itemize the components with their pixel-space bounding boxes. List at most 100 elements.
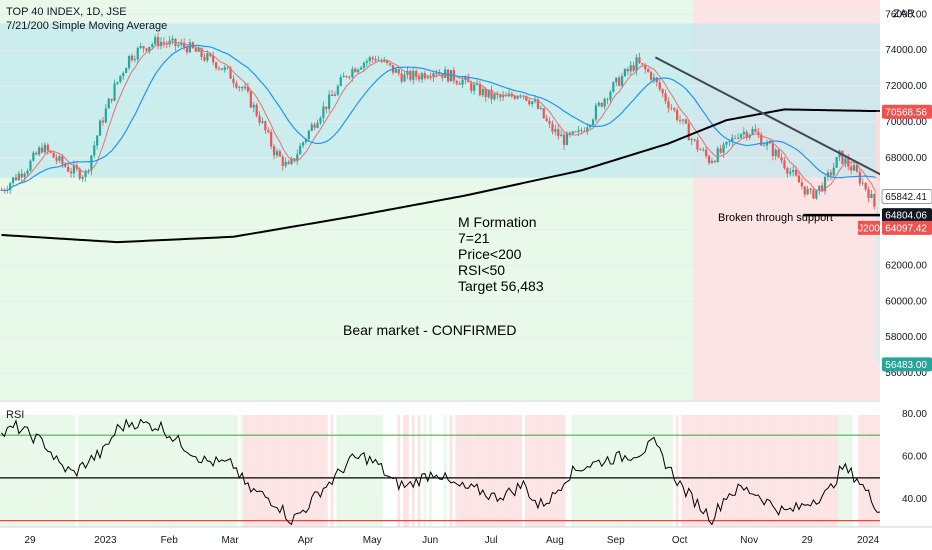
rsi-zone-bar bbox=[310, 415, 314, 527]
rsi-zone-bar bbox=[110, 415, 114, 527]
rsi-zone-bar bbox=[188, 415, 192, 527]
m-formation-note-line: Price<200 bbox=[458, 246, 522, 262]
time-axis[interactable]: 29 2023 Feb Mar Apr May Jun Jul Aug Sep Oct Nov 29 20… bbox=[0, 526, 932, 546]
candle-body bbox=[206, 53, 209, 61]
rsi-zone-bar bbox=[133, 415, 137, 527]
price-tick-label: 76000.00 bbox=[885, 9, 927, 20]
candle-body bbox=[52, 152, 55, 158]
rsi-zone-bar bbox=[867, 415, 870, 527]
rsi-zone-bar bbox=[301, 415, 305, 527]
rsi-zone-bar bbox=[707, 415, 711, 527]
rsi-line bbox=[1, 418, 884, 526]
m-formation-note-line: Target 56,483 bbox=[458, 278, 544, 294]
rsi-zone-bar bbox=[319, 415, 322, 527]
candle-body bbox=[307, 130, 310, 140]
candle-body bbox=[174, 38, 177, 46]
candle-body bbox=[557, 129, 560, 137]
candle-body bbox=[84, 171, 87, 177]
candle-body bbox=[368, 57, 371, 62]
rsi-zone-bar bbox=[23, 415, 27, 527]
candle-body bbox=[539, 108, 542, 110]
rsi-pane bbox=[0, 400, 932, 527]
rsi-zone-bar bbox=[696, 415, 699, 527]
rsi-zone-bar bbox=[826, 415, 830, 527]
rsi-zone-bar bbox=[768, 415, 772, 527]
candle-body bbox=[362, 62, 366, 68]
price-axis[interactable]: 76000.00 74000.00 72000.00 70000.00 68000.00… bbox=[858, 0, 932, 550]
rsi-zone-bar bbox=[510, 415, 514, 527]
rsi-zone-bar bbox=[205, 415, 209, 527]
candle-body bbox=[275, 151, 279, 156]
rsi-zone-bar bbox=[217, 415, 221, 527]
candle-body bbox=[325, 106, 328, 109]
candle-body bbox=[806, 188, 809, 195]
candle-body bbox=[374, 58, 377, 61]
rsi-zone-bar bbox=[745, 415, 749, 527]
candle-body bbox=[765, 142, 769, 146]
candle-body bbox=[432, 73, 435, 78]
rsi-zone-bar bbox=[423, 415, 427, 527]
candle-body bbox=[359, 67, 363, 70]
candle-body bbox=[574, 131, 577, 133]
candle-body bbox=[110, 98, 113, 101]
moving-average-series bbox=[1, 41, 884, 244]
candle-body bbox=[873, 194, 876, 207]
candle-body bbox=[702, 149, 705, 151]
candle-body bbox=[197, 48, 200, 52]
rsi-zone-bar bbox=[777, 415, 781, 527]
candle-body bbox=[789, 171, 792, 174]
candle-body bbox=[713, 160, 716, 162]
rsi-zone-bar bbox=[849, 415, 853, 527]
rsi-zone-bar bbox=[84, 415, 87, 527]
candle-body bbox=[528, 100, 531, 105]
rsi-zone-bar bbox=[548, 415, 551, 527]
candle-body bbox=[794, 169, 798, 176]
candle-body bbox=[835, 157, 838, 168]
rsi-zone-bar bbox=[261, 415, 264, 527]
candle-body bbox=[11, 177, 15, 184]
candle-body bbox=[148, 46, 151, 51]
rsi-zone-bar bbox=[765, 415, 769, 527]
candle-body bbox=[597, 102, 600, 106]
rsi-zone-bar bbox=[14, 415, 18, 527]
candle-body bbox=[400, 73, 403, 82]
rsi-zone-bar bbox=[527, 415, 531, 527]
rsi-zone-bar bbox=[278, 415, 282, 527]
rsi-zone-bar bbox=[266, 415, 270, 527]
rsi-zone-bar bbox=[812, 415, 815, 527]
rsi-zone-bar bbox=[136, 415, 140, 527]
rsi-zone-bar bbox=[513, 415, 517, 527]
rsi-zone-bar bbox=[234, 415, 238, 527]
candle-body bbox=[284, 161, 287, 166]
candle-body bbox=[606, 98, 609, 100]
rsi-zone-bar bbox=[95, 415, 99, 527]
rsi-zone-bar bbox=[872, 415, 876, 527]
rsi-tick-label: 40.00 bbox=[902, 494, 927, 505]
rsi-zone-bar bbox=[817, 415, 821, 527]
candle-body bbox=[705, 149, 708, 156]
candle-body bbox=[72, 165, 76, 174]
price-tag-entry bbox=[881, 189, 932, 205]
rsi-zone-bar bbox=[55, 415, 58, 527]
candle-body bbox=[40, 147, 44, 153]
candle-body bbox=[736, 137, 740, 139]
candle-body bbox=[632, 65, 635, 71]
rsi-zone-bar bbox=[493, 415, 496, 527]
rsi-zone-bar bbox=[11, 415, 15, 527]
candle-body bbox=[9, 183, 12, 191]
m-formation-note-line: RSI<50 bbox=[458, 262, 505, 278]
rsi-zone-bar bbox=[466, 415, 470, 527]
candle-body bbox=[548, 120, 551, 124]
rsi-zone-bar bbox=[675, 415, 679, 527]
rsi-zone-bar bbox=[870, 415, 873, 527]
rsi-zone-bar bbox=[498, 415, 502, 527]
candle-body bbox=[81, 176, 84, 179]
candle-body bbox=[728, 141, 731, 143]
currency-label[interactable]: ZAR bbox=[893, 8, 915, 20]
candle-body bbox=[409, 70, 412, 80]
candle-body bbox=[328, 94, 331, 109]
candle-body bbox=[623, 68, 627, 77]
candle-body bbox=[858, 171, 861, 184]
rsi-zone-bar bbox=[290, 415, 293, 527]
